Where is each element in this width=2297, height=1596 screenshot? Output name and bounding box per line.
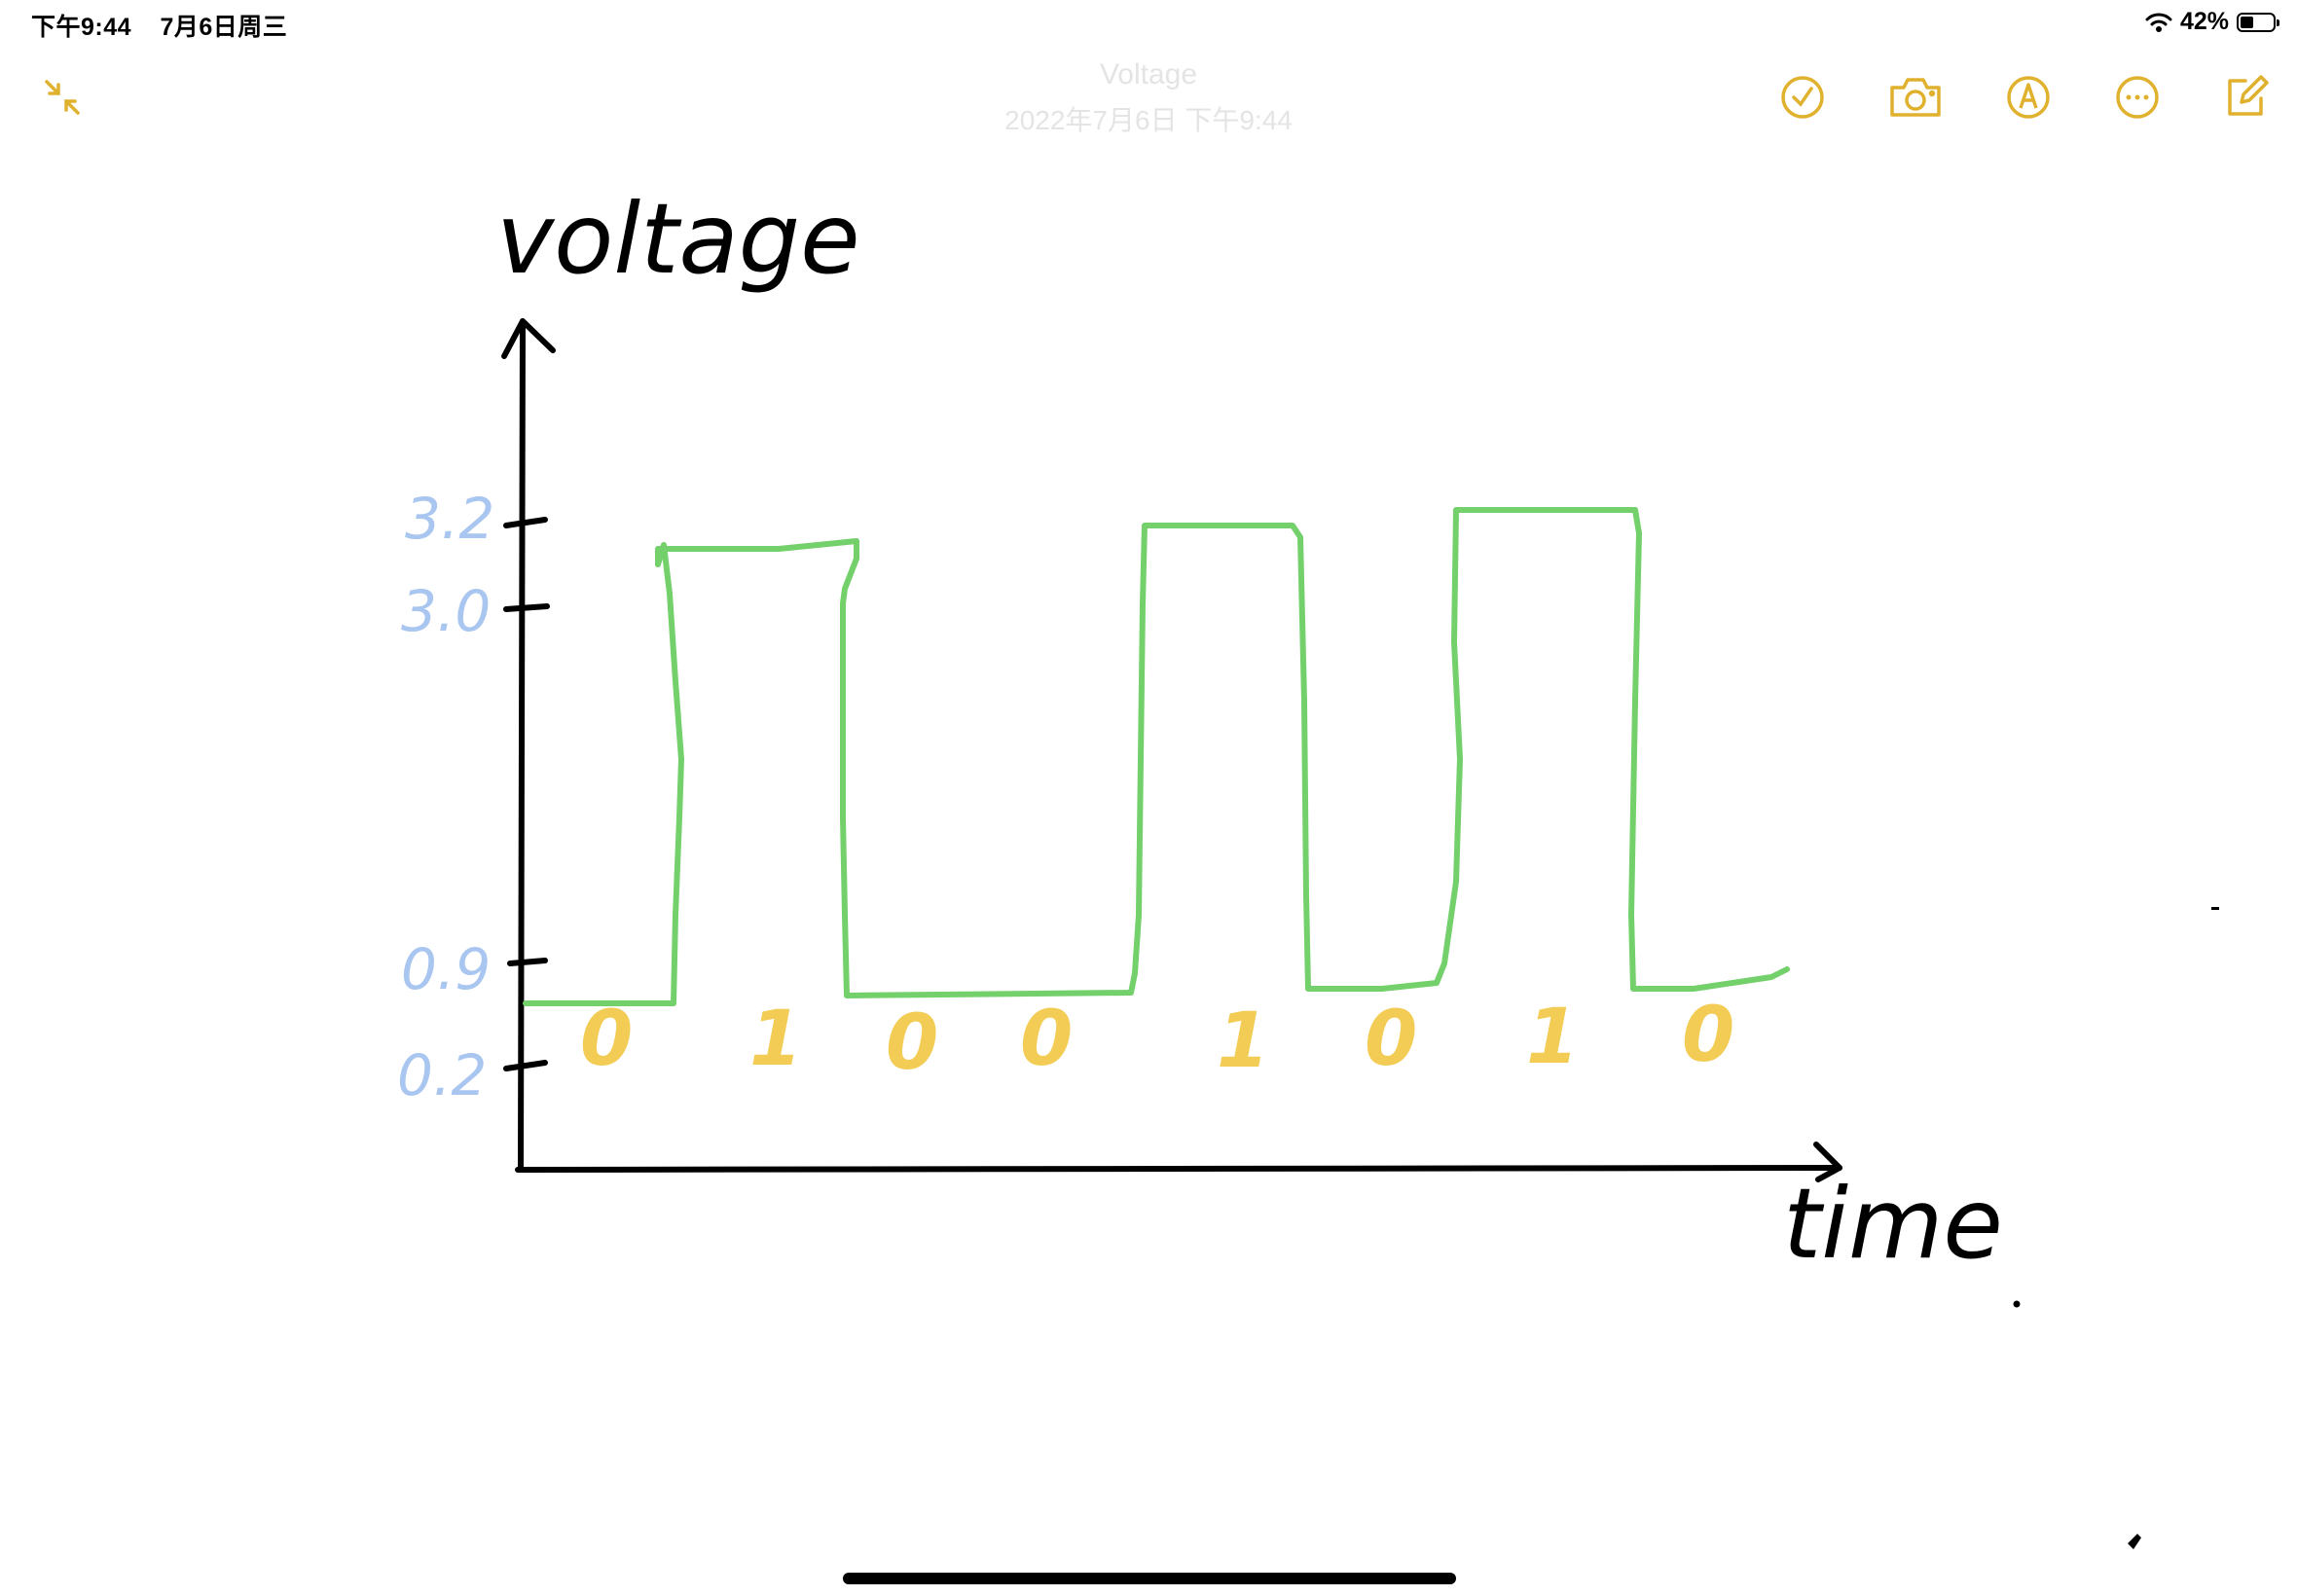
compose-icon [2228,75,2269,116]
checklist-icon [1781,76,1824,119]
bit-label-2: 1 [749,996,802,1083]
checklist-button[interactable] [1775,70,1830,125]
bit-label-5: 1 [1217,998,1269,1085]
status-time: 下午9:44 [31,14,132,41]
tick-label-0-9: 0.9 [401,936,491,1002]
tick-label-0-2: 0.2 [397,1042,487,1108]
y-axis [518,318,526,1171]
wifi-icon [2145,13,2172,32]
note-title: Voltage [1099,58,1198,91]
y-axis-arrow [501,318,556,359]
tick-0-9 [507,958,548,966]
compose-button[interactable] [2219,70,2274,125]
markup-button[interactable] [2001,70,2056,125]
home-indicator[interactable] [843,1573,1456,1584]
stray-marks [2013,907,2219,1549]
x-axis [515,1165,1842,1173]
signal-waveform [523,507,1790,1006]
collapse-icon [45,80,80,115]
tick-label-3-0: 3.0 [401,578,491,644]
more-icon [2116,76,2159,119]
bit-label-6: 0 [1365,996,1417,1083]
axes [501,318,1842,1182]
camera-icon [1890,78,1941,117]
status-bar-right: 42% [2145,8,2279,36]
battery-fill [2241,16,2254,28]
bit-label-7: 1 [1526,994,1579,1081]
bit-label-4: 0 [1020,996,1073,1083]
status-bar-left: 下午9:44 7月6日周三 [31,8,309,43]
note-date: 2022年7月6日 下午9:44 [1004,105,1293,135]
battery-icon [2237,12,2279,32]
more-button[interactable] [2110,70,2165,125]
note-header: Voltage 2022年7月6日 下午9:44 [0,58,2297,138]
status-date: 7月6日周三 [160,14,288,41]
bit-labels: 0 1 0 0 1 0 1 0 [580,992,1734,1087]
x-axis-arrow [1813,1142,1842,1182]
tick-3-2 [503,517,548,528]
y-tick-labels: 3.2 3.0 0.9 0.2 [397,486,494,1108]
tick-3-0 [503,603,550,612]
x-axis-label: time [1783,1167,2003,1281]
markup-pen-icon [2007,76,2050,119]
battery-percent: 42% [2179,8,2229,35]
camera-button[interactable] [1888,70,1943,125]
y-axis-label: voltage [496,182,860,296]
bit-label-1: 0 [580,996,633,1083]
tick-0-2 [503,1060,548,1071]
bit-label-8: 0 [1682,992,1734,1079]
tick-label-3-2: 3.2 [405,486,494,552]
bit-label-3: 0 [886,999,938,1087]
collapse-button[interactable] [35,70,90,125]
